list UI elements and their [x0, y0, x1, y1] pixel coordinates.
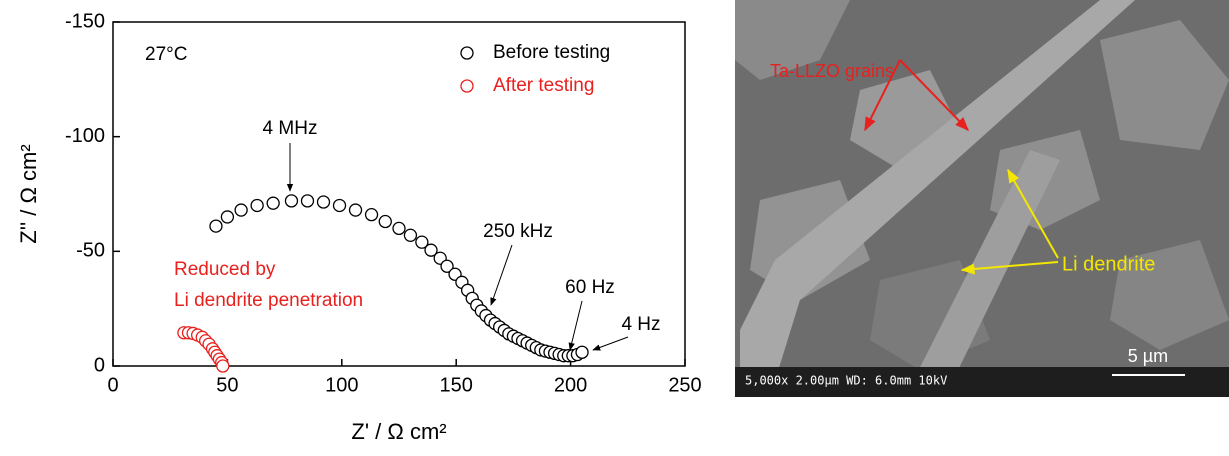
y-axis-label: Z'' / Ω cm²: [16, 144, 41, 243]
annotation: 250 kHz: [483, 221, 553, 242]
data-point: [575, 345, 589, 359]
data-point: [364, 207, 379, 222]
annotation: 60 Hz: [565, 277, 615, 298]
legend-marker: [460, 46, 474, 60]
data-point: [300, 194, 315, 208]
image-info: 5,000x 2.00μm WD: 6.0mm 10kV: [745, 374, 947, 388]
x-tick-label: 150: [440, 374, 473, 396]
data-point: [316, 195, 331, 209]
y-tick-label: -100: [65, 125, 105, 147]
y-tick-label: 0: [94, 354, 105, 376]
legend-label: Before testing: [493, 42, 610, 63]
annotation: 27°C: [145, 44, 187, 65]
x-tick-label: 200: [554, 374, 587, 396]
data-point: [284, 194, 299, 208]
y-tick-label: -50: [76, 240, 105, 262]
data-point: [440, 259, 454, 273]
data-point: [332, 198, 347, 213]
data-point: [209, 219, 223, 233]
x-tick-label: 0: [107, 374, 118, 396]
data-point: [348, 203, 363, 217]
legend-marker: [460, 79, 474, 93]
plot-frame: [112, 21, 686, 367]
x-tick-label: 100: [325, 374, 358, 396]
data-point: [250, 198, 264, 213]
image-label: Ta-LLZO grains: [770, 61, 894, 81]
data-point: [392, 221, 406, 236]
annotation: 4 MHz: [263, 118, 318, 139]
x-tick-label: 250: [668, 374, 701, 396]
scale-bar-label: 5 µm: [1128, 346, 1168, 366]
data-point: [220, 210, 235, 224]
annotation: 4 Hz: [621, 314, 660, 335]
legend-label: After testing: [493, 75, 594, 96]
y-tick-label: -150: [65, 10, 105, 32]
data-point: [403, 228, 418, 242]
data-point: [415, 235, 429, 249]
sem-image: Ta-LLZO grains Li dendrite 5 µm 5,000x 2…: [735, 0, 1229, 397]
data-point: [266, 196, 280, 210]
data-point: [234, 203, 248, 217]
annotation: Reduced by: [174, 259, 276, 280]
x-axis-label: Z' / Ω cm²: [351, 419, 446, 444]
data-point: [424, 243, 438, 257]
annotation: Li dendrite penetration: [174, 290, 363, 311]
image-label: Li dendrite: [1062, 253, 1155, 275]
data-point: [216, 359, 230, 373]
data-point: [378, 214, 392, 229]
x-tick-label: 50: [216, 374, 238, 396]
